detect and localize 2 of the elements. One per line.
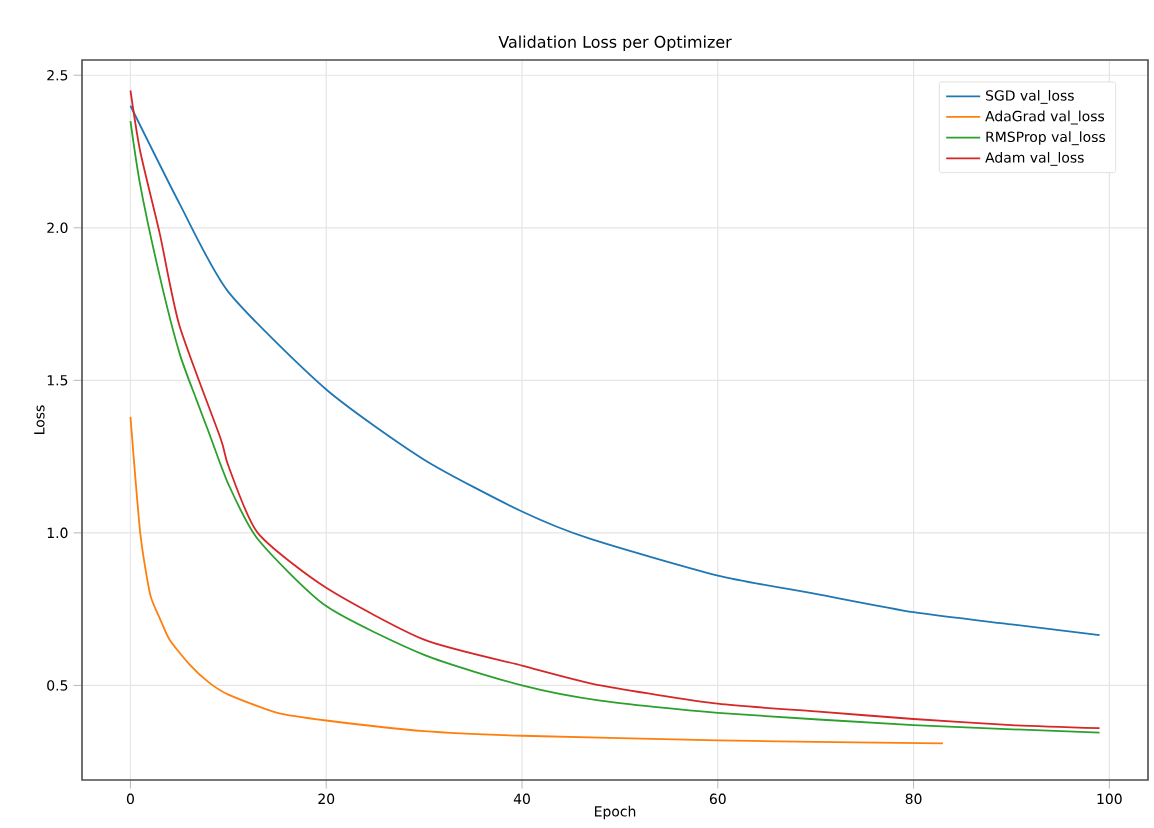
line-series — [129, 104, 1101, 636]
line-series — [129, 416, 944, 745]
